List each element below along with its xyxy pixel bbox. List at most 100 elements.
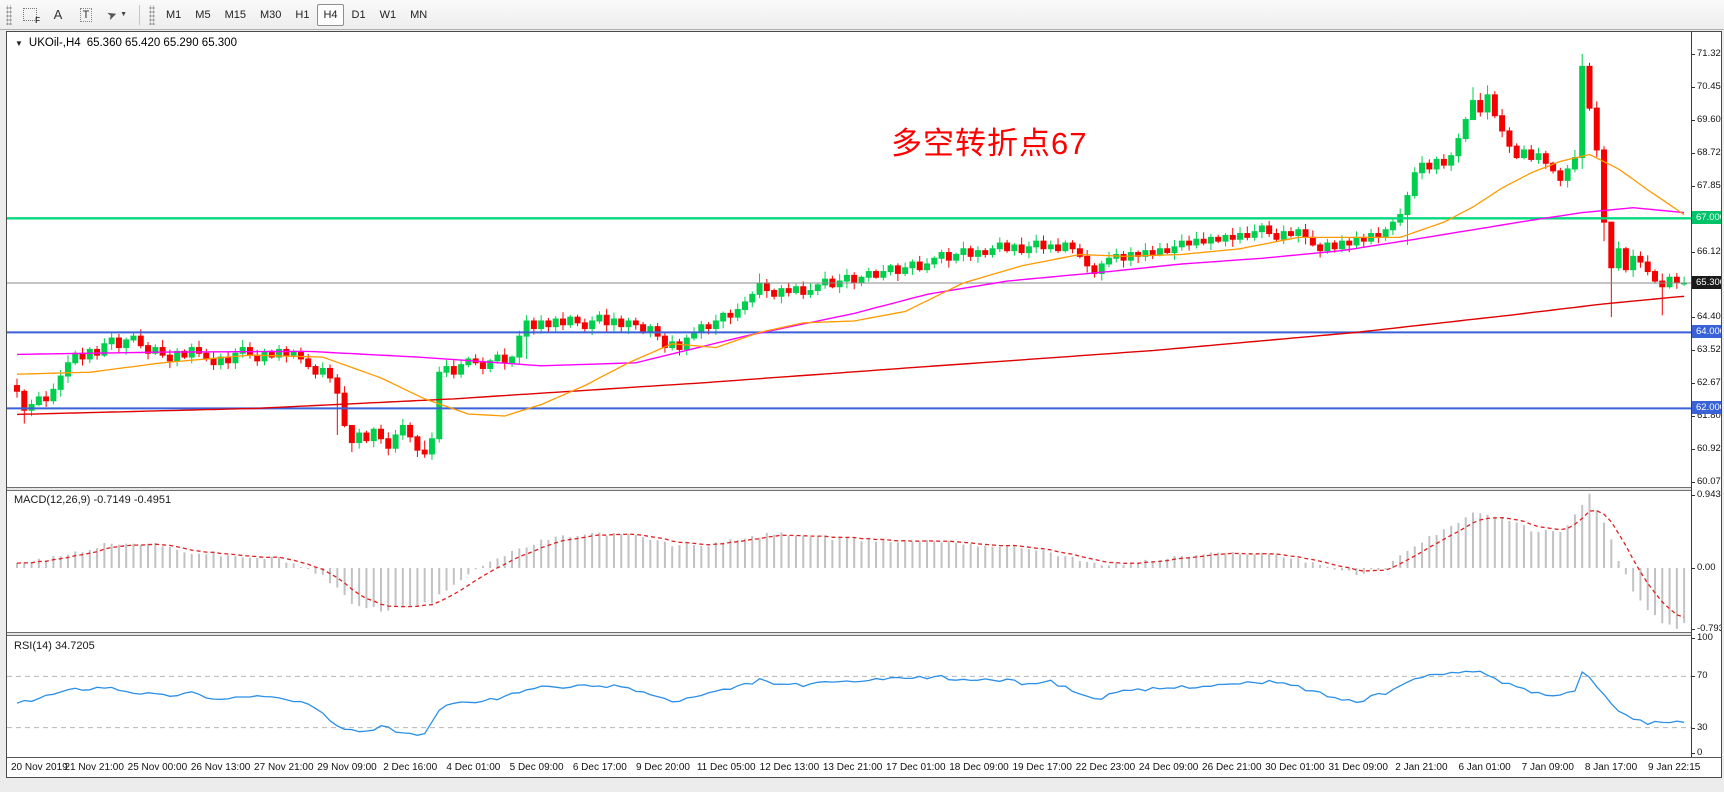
axis-tick: [1691, 54, 1695, 55]
axis-label: 71.325: [1697, 48, 1721, 59]
axis-tick: [1691, 676, 1695, 678]
axis-label: 63.525: [1697, 344, 1721, 356]
timeframe-toolbar: M1 M5 M15 M30 H1 H4 D1 W1 MN: [160, 3, 433, 26]
axis-tick: [1691, 568, 1695, 569]
price-axis: 71.325 70.450 69.600 68.725 67.850 66.125 64.4…: [1691, 32, 1721, 758]
timeframe-toolbar-grip[interactable]: [149, 4, 155, 25]
text-label-button[interactable]: A: [45, 4, 71, 26]
date-label: 24 Dec 09:00: [1138, 762, 1199, 773]
date-label: 30 Dec 01:00: [1265, 762, 1325, 773]
indicator-grid-button[interactable]: F: [17, 4, 43, 26]
axis-label: 0.00: [1697, 562, 1716, 573]
date-label: 11 Dec 05:00: [696, 762, 756, 773]
timeframe-button-H1[interactable]: H1: [289, 4, 315, 26]
text-label-icon: A: [53, 7, 63, 22]
date-label: 2 Jan 21:00: [1395, 762, 1448, 773]
date-label: 19 Dec 17:00: [1012, 762, 1072, 773]
price-badge-62.000: 62.000: [1692, 401, 1721, 415]
rsi-pane-canvas[interactable]: [7, 636, 1691, 757]
date-label: 21 Nov 21:00: [64, 762, 124, 773]
timeframe-button-D1[interactable]: D1: [346, 4, 372, 26]
main-chart-canvas[interactable]: [7, 32, 1691, 487]
axis-tick: [1691, 317, 1695, 319]
axis-label: 68.725: [1697, 146, 1721, 158]
date-label: 13 Dec 21:00: [822, 762, 883, 773]
timeframe-button-MN[interactable]: MN: [404, 4, 433, 26]
price-axis-divider: [1691, 32, 1692, 757]
axis-label: 67.850: [1697, 180, 1721, 192]
date-label: 17 Dec 01:00: [886, 762, 946, 773]
axis-tick: [1691, 251, 1695, 253]
text-box-icon: T: [79, 7, 93, 22]
date-label: 6 Dec 17:00: [572, 762, 627, 773]
axis-tick: [1691, 87, 1695, 89]
axis-tick: [1691, 495, 1695, 496]
date-label: 8 Jan 17:00: [1584, 762, 1638, 773]
macd-pane-canvas[interactable]: [7, 491, 1691, 632]
timeframe-button-H4[interactable]: H4: [317, 3, 344, 26]
axis-label: 70: [1697, 670, 1708, 682]
date-label: 12 Dec 13:00: [759, 762, 820, 773]
price-badge-65.300: 65.300: [1692, 275, 1721, 289]
axis-label: 30: [1697, 721, 1708, 733]
date-label: 4 Dec 01:00: [446, 762, 501, 773]
rsi-indicator-label: RSI(14) 34.7205: [14, 640, 95, 652]
grid-f-icon: F: [23, 8, 40, 25]
date-label: 31 Dec 09:00: [1328, 762, 1388, 773]
axis-label: 69.600: [1697, 113, 1721, 125]
date-label: 26 Dec 21:00: [1202, 762, 1262, 773]
price-badge-64.000: 64.000: [1692, 325, 1721, 339]
timeframe-button-M5[interactable]: M5: [189, 4, 216, 26]
axis-label: 70.450: [1697, 81, 1721, 93]
date-label: 26 Nov 13:00: [190, 762, 251, 773]
date-label: 27 Nov 21:00: [254, 762, 314, 773]
toolbar: F A T ➤ ▼ M1 M5 M15 M30 H1 H4 D1 W1 MN: [0, 0, 1724, 30]
axis-tick: [1691, 152, 1695, 154]
toolbar-grip[interactable]: [6, 4, 12, 25]
chart-title: ▼ UKOil-,H4 65.360 65.420 65.290 65.300: [15, 37, 237, 49]
date-label: 5 Dec 09:00: [509, 762, 564, 773]
axis-tick: [1691, 186, 1695, 188]
axis-label: 0: [1697, 747, 1703, 758]
pane-splitter-rsi[interactable]: [7, 632, 1721, 636]
date-label: 7 Jan 09:00: [1521, 762, 1574, 773]
date-label: 22 Dec 23:00: [1075, 762, 1136, 773]
chevron-down-icon: ▼: [120, 11, 127, 18]
text-box-button[interactable]: T: [73, 4, 99, 26]
timeframe-button-W1[interactable]: W1: [374, 4, 403, 26]
timeframe-button-M15[interactable]: M15: [219, 4, 252, 26]
date-label: 20 Nov 2019: [11, 762, 68, 773]
axis-tick: [1691, 629, 1695, 630]
axis-tick: [1691, 350, 1695, 352]
axis-label: 66.125: [1697, 245, 1721, 257]
toolbar-separator: [139, 4, 140, 25]
axis-label: 60.075: [1697, 475, 1721, 487]
price-badge-67.000: 67.000: [1692, 211, 1721, 225]
timeframe-button-M1[interactable]: M1: [160, 4, 187, 26]
draw-objects-icon: ➤: [104, 6, 120, 23]
draw-objects-button[interactable]: ➤ ▼: [101, 4, 133, 26]
axis-tick: [1691, 727, 1695, 729]
axis-tick: [1691, 449, 1695, 451]
date-label: 2 Dec 16:00: [383, 762, 438, 773]
axis-label: 60.925: [1697, 443, 1721, 455]
axis-tick: [1691, 119, 1695, 121]
date-label: 6 Jan 01:00: [1458, 762, 1511, 773]
date-label: 9 Jan 22:15: [1648, 762, 1701, 773]
macd-indicator-label: MACD(12,26,9) -0.7149 -0.4951: [14, 494, 172, 506]
date-label: 25 Nov 00:00: [127, 762, 188, 773]
pane-splitter-macd[interactable]: [7, 487, 1721, 491]
axis-tick: [1691, 382, 1695, 384]
ohlc-values: 65.360 65.420 65.290 65.300: [86, 37, 237, 49]
symbol-timeframe-label: UKOil-,H4: [28, 37, 81, 49]
axis-tick: [1691, 481, 1695, 483]
axis-tick: [1691, 415, 1695, 417]
timeframe-button-M30[interactable]: M30: [254, 4, 287, 26]
chart-text-annotation[interactable]: 多空转折点67: [891, 126, 1088, 161]
axis-tick: [1691, 753, 1695, 754]
axis-label: 61.800: [1697, 409, 1721, 421]
axis-label: 0.9439: [1697, 489, 1721, 500]
chart-window[interactable]: 71.325 70.450 69.600 68.725 67.850 66.125 64.4…: [6, 31, 1722, 778]
symbol-dropdown-icon[interactable]: ▼: [15, 38, 23, 48]
axis-label: -0.7939: [1697, 623, 1721, 634]
